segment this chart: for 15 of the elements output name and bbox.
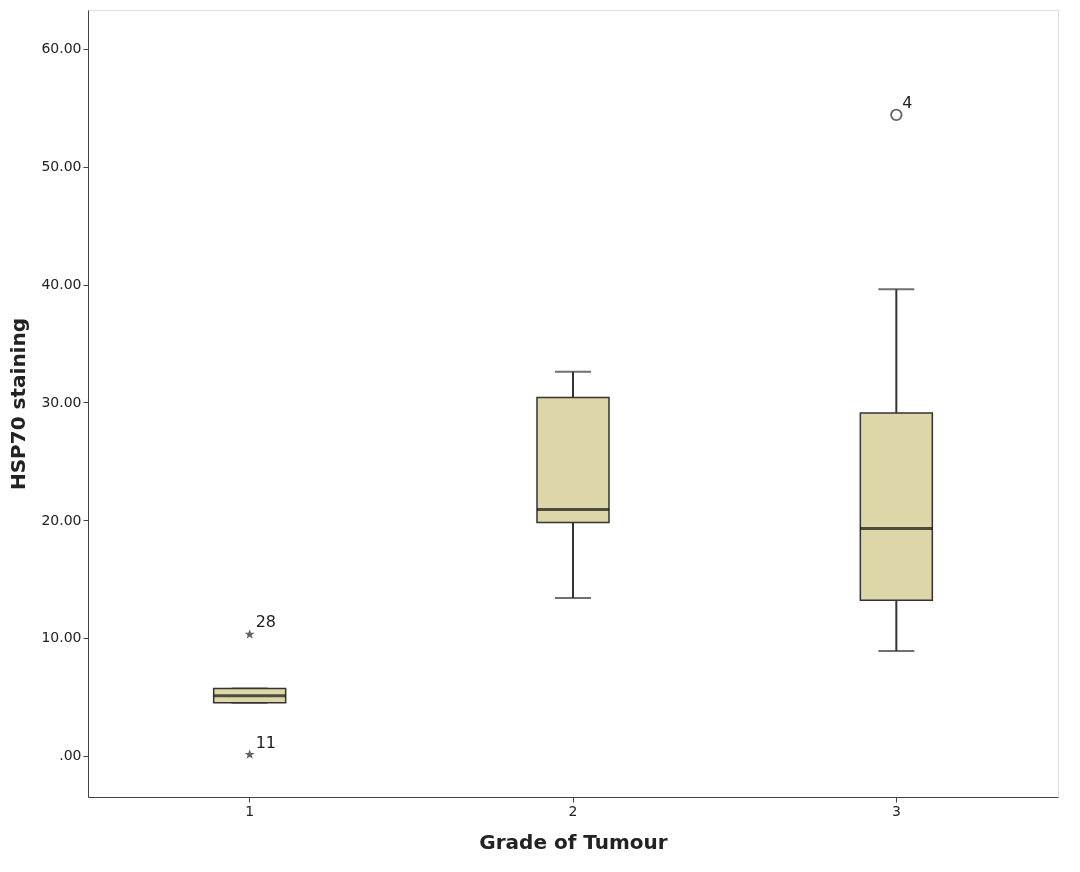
x-tick-label: 1: [245, 802, 255, 819]
y-axis-title: HSP70 staining: [6, 317, 31, 491]
x-tick-label: 2: [568, 802, 578, 819]
annotation: 11: [255, 732, 277, 752]
y-tick-label: 50.00: [41, 158, 82, 175]
y-tick-label: 60.00: [41, 40, 82, 57]
y-tick-label: .00: [59, 747, 82, 764]
y-tick-label: 30.00: [41, 393, 82, 410]
x-tick-label: 3: [891, 802, 901, 819]
y-tick-label: 40.00: [41, 276, 82, 293]
annotation: 28: [255, 612, 277, 632]
y-tick-label: 10.00: [41, 629, 82, 646]
annotation: 4: [902, 92, 913, 112]
x-axis-title: Grade of Tumour: [479, 829, 668, 854]
y-tick-label: 20.00: [41, 511, 82, 528]
